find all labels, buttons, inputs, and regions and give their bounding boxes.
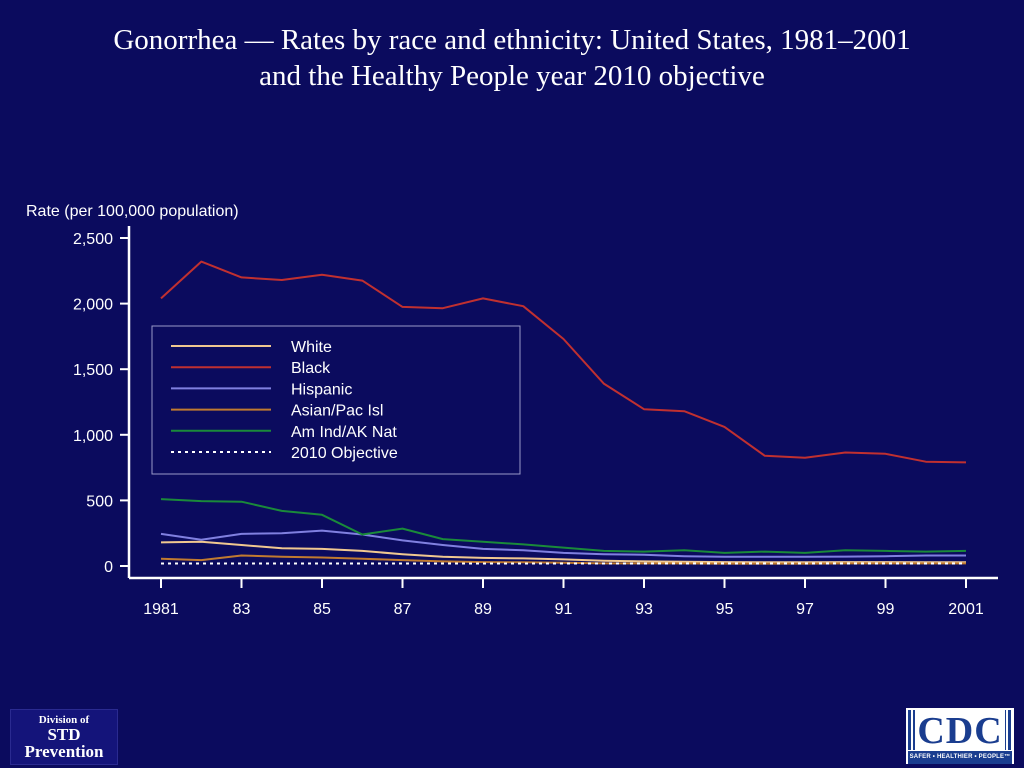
x-tick-label: 91 — [555, 601, 573, 618]
cdc-logo-tagline: SAFER • HEALTHIER • PEOPLE™ — [908, 751, 1012, 764]
chart-title: Gonorrhea — Rates by race and ethnicity:… — [0, 22, 1024, 94]
series-line-black — [160, 260, 967, 464]
x-tick-label: 85 — [313, 601, 331, 618]
y-tick-label: 1,000 — [73, 428, 113, 445]
y-axis-ticks: 0 500 1,000 1,500 2,000 2,500 — [73, 231, 129, 576]
chart-series-lines — [160, 260, 967, 565]
legend-label: Hispanic — [291, 381, 352, 398]
x-tick-label: 89 — [474, 601, 492, 618]
y-tick-label: 2,000 — [73, 297, 113, 314]
line-chart: Rate (per 100,000 population) 0 500 1,000 1… — [26, 203, 998, 618]
std-logo-line-3: Prevention — [24, 742, 104, 761]
x-tick-label: 87 — [394, 601, 412, 618]
chart-title-line-1: Gonorrhea — Rates by race and ethnicity:… — [113, 24, 911, 56]
x-tick-label: 97 — [796, 601, 814, 618]
cdc-logo-name: CDC — [915, 710, 1005, 752]
series-line-hispanic — [160, 529, 966, 558]
x-tick-label: 95 — [716, 601, 734, 618]
x-tick-label: 83 — [233, 601, 251, 618]
legend-label: Black — [291, 360, 331, 377]
x-axis-ticks: 1981 83 85 87 89 91 93 95 97 99 2001 — [143, 578, 984, 618]
legend-box — [151, 325, 521, 475]
series-line-am-ind-ak-nat — [160, 498, 967, 554]
cdc-logo: CDC SAFER • HEALTHIER • PEOPLE™ — [906, 708, 1014, 764]
x-tick-label: 93 — [635, 601, 653, 618]
y-axis-label: Rate (per 100,000 population) — [26, 203, 239, 220]
series-line-white — [160, 540, 966, 564]
legend-label: Am Ind/AK Nat — [291, 424, 397, 441]
y-tick-label: 1,500 — [73, 362, 113, 379]
std-logo-line-1: Division of — [38, 714, 90, 726]
y-tick-label: 2,500 — [73, 231, 113, 248]
chart-title-line-2: and the Healthy People year 2010 objecti… — [259, 60, 765, 92]
x-tick-label: 2001 — [948, 601, 984, 618]
y-tick-label: 0 — [104, 559, 113, 576]
y-tick-label: 500 — [86, 493, 113, 510]
std-prevention-logo: Division of STD Prevention — [10, 709, 118, 765]
legend-label: 2010 Objective — [291, 445, 398, 462]
std-logo-line-2: STD — [47, 725, 81, 744]
series-line-asian-pac-isl — [160, 554, 966, 565]
x-tick-label: 1981 — [143, 601, 179, 618]
chart-legend: White Black Hispanic Asian/Pac Isl Am Ind/AK… — [151, 325, 521, 475]
x-tick-label: 99 — [877, 601, 895, 618]
legend-label: Asian/Pac Isl — [291, 403, 383, 420]
legend-label: White — [291, 339, 332, 356]
